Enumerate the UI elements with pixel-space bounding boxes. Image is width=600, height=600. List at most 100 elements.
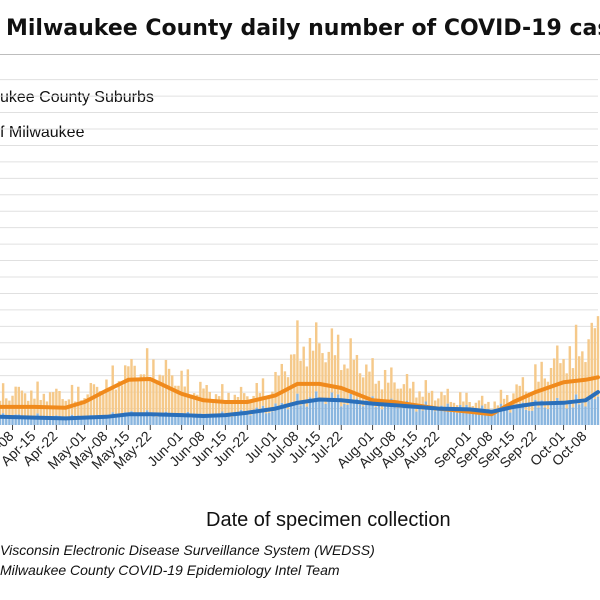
bar-suburbs [396, 388, 399, 409]
bar-suburbs [271, 391, 274, 412]
bar-city [505, 408, 509, 425]
bar-suburbs [36, 381, 39, 414]
bar-city [468, 410, 471, 425]
bar-city [424, 401, 428, 425]
source-note-1: Visconsin Electronic Disease Surveillanc… [0, 542, 375, 558]
bar-city [145, 410, 149, 425]
bar-suburbs [333, 355, 337, 402]
bar-suburbs [30, 390, 33, 416]
bar-city [249, 415, 252, 425]
bar-city [559, 404, 562, 425]
bar-city [443, 407, 446, 425]
bar-city [80, 418, 83, 425]
bar-suburbs [449, 401, 453, 412]
bar-suburbs [311, 350, 315, 401]
bar-city [14, 414, 17, 425]
bar-city [415, 411, 418, 425]
bar-city [305, 406, 309, 425]
bar-city [174, 416, 177, 425]
bar-city [571, 407, 575, 425]
bar-suburbs [280, 363, 283, 403]
bar-suburbs [408, 388, 412, 408]
bar-city [527, 410, 531, 425]
bar-city [268, 412, 271, 425]
bar-suburbs [596, 316, 600, 397]
bar-suburbs [39, 399, 42, 419]
bar-city [208, 415, 211, 425]
bar-city [108, 417, 111, 425]
bar-city [271, 411, 274, 425]
bar-city [446, 403, 449, 425]
line-city-average [0, 390, 600, 421]
bar-suburbs [377, 380, 381, 406]
bar-city [408, 407, 412, 425]
bars [0, 316, 600, 425]
bar-city [233, 413, 237, 425]
bar-city [459, 405, 462, 425]
bar-city [340, 406, 343, 425]
bar-city [587, 400, 590, 425]
bar-city [449, 411, 453, 425]
bar-suburbs [174, 385, 177, 417]
bar-city [596, 396, 600, 425]
bar-suburbs [114, 389, 118, 418]
bar-suburbs [274, 371, 277, 404]
bar-city [64, 418, 67, 425]
bar-city [95, 416, 99, 425]
bar-city [349, 393, 352, 425]
bar-suburbs [249, 401, 252, 416]
bar-city [293, 403, 296, 425]
bar-city [374, 407, 377, 425]
bar-suburbs [120, 385, 124, 417]
bar-city [205, 413, 208, 425]
bar-city [387, 405, 390, 425]
bar-suburbs [52, 392, 55, 417]
bar-suburbs [161, 375, 165, 416]
bar-suburbs [571, 368, 575, 408]
bar-city [127, 412, 130, 425]
bar-city [45, 418, 49, 425]
bar-suburbs [80, 400, 83, 419]
gridlines [0, 79, 598, 410]
bar-city [202, 415, 205, 425]
bar-city [302, 400, 305, 425]
bar-suburbs [142, 374, 146, 416]
bar-suburbs [255, 383, 258, 408]
bar-suburbs [17, 386, 21, 415]
bar-city [521, 402, 525, 425]
bar-city [581, 403, 584, 425]
bar-suburbs [421, 396, 424, 411]
bar-suburbs [8, 400, 11, 419]
bar-city [192, 417, 196, 425]
bar-suburbs [321, 353, 324, 401]
bar-city [161, 415, 165, 425]
bar-city [30, 415, 33, 425]
bar-city [67, 418, 71, 425]
bar-city [177, 416, 180, 425]
bar-city [20, 415, 24, 425]
bar-city [562, 403, 565, 425]
bar-suburbs [546, 381, 550, 410]
bar-city [462, 410, 465, 425]
bar-city [321, 400, 324, 425]
bar-city [158, 415, 161, 425]
bar-suburbs [261, 378, 265, 406]
bar-suburbs [26, 400, 30, 419]
bar-city [330, 392, 334, 425]
bar-suburbs [239, 386, 243, 410]
title-divider [0, 54, 600, 55]
bar-city [484, 410, 487, 425]
bar-city [11, 416, 14, 425]
bar-city [258, 411, 262, 425]
bar-suburbs [268, 395, 271, 413]
bar-suburbs [130, 359, 133, 412]
bar-city [543, 407, 546, 425]
bar-city [402, 405, 406, 425]
bar-suburbs [186, 369, 190, 412]
bar-city [264, 413, 268, 425]
source-note-2: Milwaukee County COVID-19 Epidemiology I… [0, 562, 340, 578]
bar-city [358, 405, 362, 425]
bar-city [590, 396, 593, 425]
bar-suburbs [593, 328, 597, 400]
bar-suburbs [430, 390, 434, 407]
